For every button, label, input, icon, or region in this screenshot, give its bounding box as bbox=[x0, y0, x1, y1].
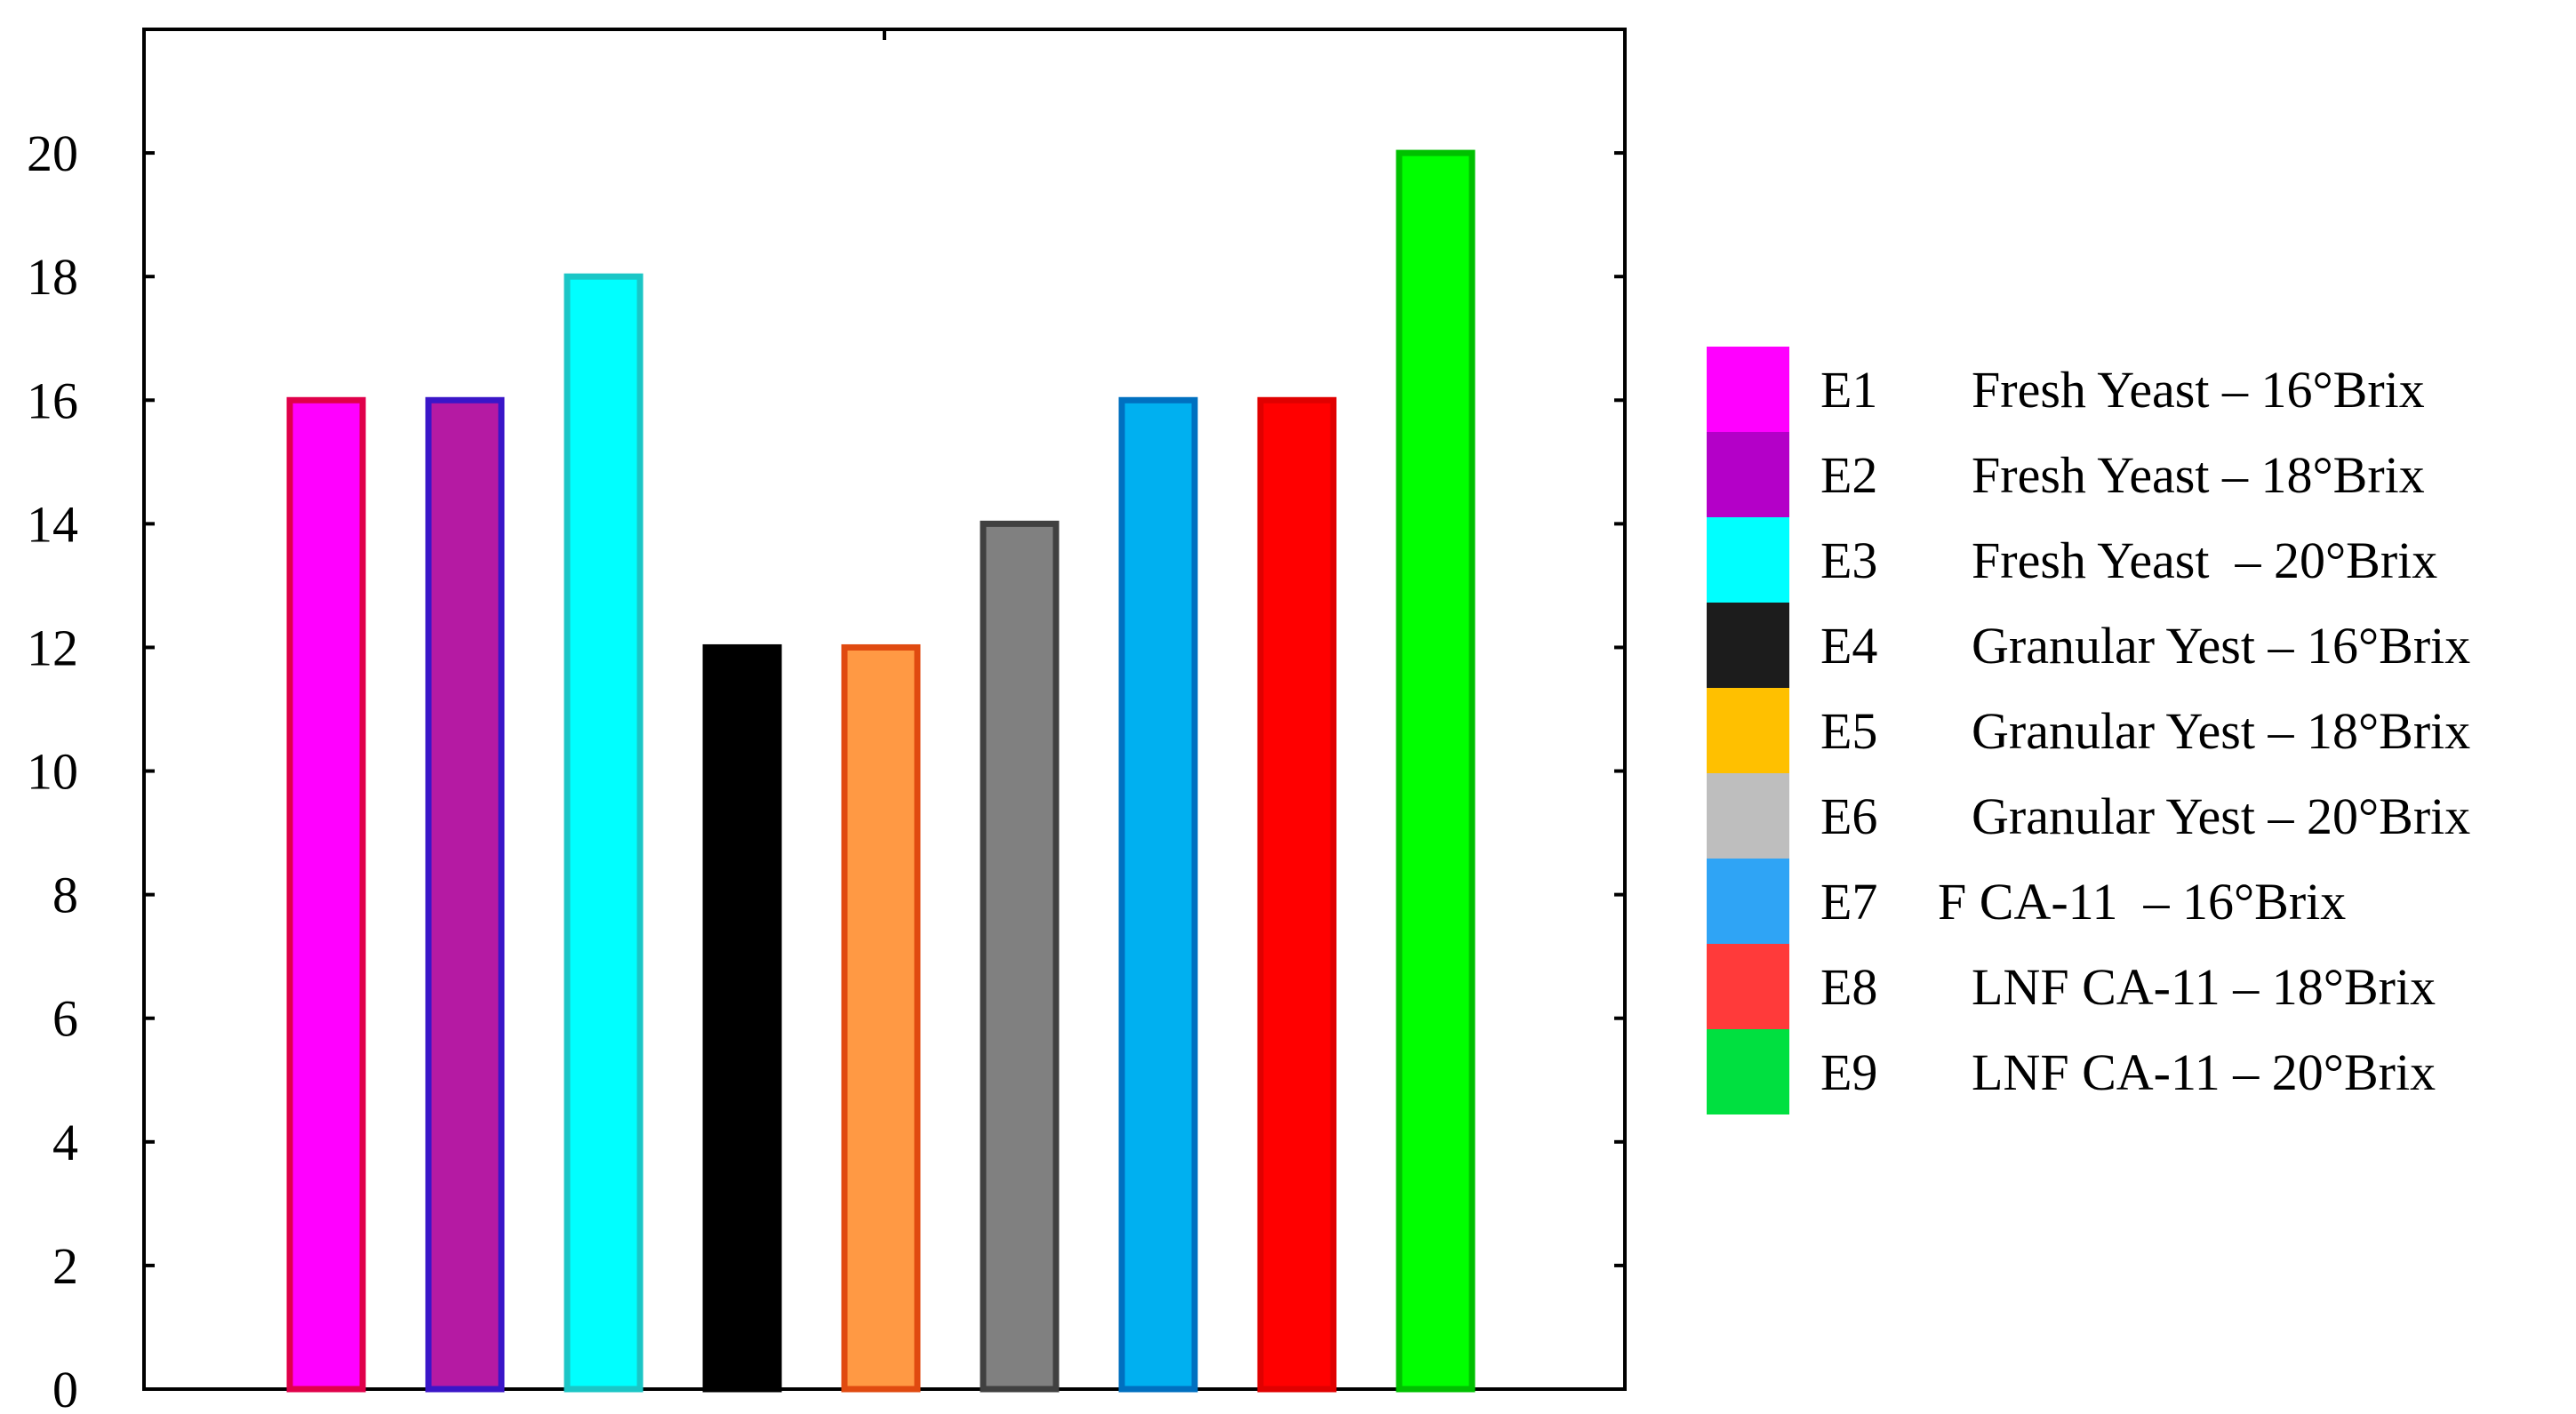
legend-item-e2: E2 Fresh Yeast – 18°Brix bbox=[1707, 432, 2425, 517]
bar-e9 bbox=[1396, 149, 1476, 1393]
y-tick-label: 0 bbox=[52, 1361, 78, 1414]
y-tick-label: 6 bbox=[52, 990, 78, 1048]
y-tick-label: 2 bbox=[52, 1237, 78, 1295]
bar-e3 bbox=[564, 273, 644, 1393]
bar-e6 bbox=[980, 520, 1060, 1393]
legend-label: Fresh Yeast – 20°Brix bbox=[1972, 531, 2437, 589]
legend-item-e1: E1 Fresh Yeast – 16°Brix bbox=[1707, 347, 2425, 432]
legend-swatch bbox=[1707, 347, 1789, 432]
y-tick-label: 8 bbox=[52, 867, 78, 924]
y-axis: 0 2 4 6 8 10 12 14 16 18 20 bbox=[27, 124, 1625, 1414]
legend-swatch bbox=[1707, 517, 1789, 603]
bar-e7 bbox=[1118, 396, 1198, 1393]
legend-label: Granular Yest – 18°Brix bbox=[1972, 702, 2470, 760]
legend-code: E4 bbox=[1820, 617, 1877, 675]
legend-item-e7: E7 F CA-11 – 16°Brix bbox=[1707, 859, 2346, 944]
legend-label: Fresh Yeast – 18°Brix bbox=[1972, 446, 2425, 504]
legend-swatch bbox=[1707, 944, 1789, 1029]
legend-label: Fresh Yeast – 16°Brix bbox=[1972, 361, 2425, 419]
legend: E1 Fresh Yeast – 16°Brix E2 Fresh Yeast – 1… bbox=[1707, 347, 2470, 1114]
legend-swatch bbox=[1707, 1029, 1789, 1114]
legend-swatch bbox=[1707, 773, 1789, 859]
legend-code: E1 bbox=[1820, 361, 1877, 419]
legend-item-e8: E8 LNF CA-11 – 18°Brix bbox=[1707, 944, 2436, 1029]
legend-code: E5 bbox=[1820, 702, 1877, 760]
legend-label: F CA-11 – 16°Brix bbox=[1938, 873, 2346, 931]
y-tick-label: 18 bbox=[27, 248, 78, 306]
legend-swatch bbox=[1707, 432, 1789, 517]
bars bbox=[286, 149, 1476, 1393]
legend-swatch bbox=[1707, 688, 1789, 773]
y-tick-label: 12 bbox=[27, 619, 78, 676]
legend-label: LNF CA-11 – 18°Brix bbox=[1972, 958, 2436, 1016]
y-tick-label: 10 bbox=[27, 743, 78, 801]
bar-e8 bbox=[1257, 396, 1337, 1393]
legend-swatch bbox=[1707, 603, 1789, 688]
y-tick-label: 20 bbox=[27, 124, 78, 182]
legend-code: E2 bbox=[1820, 446, 1877, 504]
bar-e1 bbox=[286, 396, 366, 1393]
legend-label: Granular Yest – 20°Brix bbox=[1972, 787, 2470, 845]
legend-item-e6: E6 Granular Yest – 20°Brix bbox=[1707, 773, 2470, 859]
legend-label: Granular Yest – 16°Brix bbox=[1972, 617, 2470, 675]
legend-item-e5: E5 Granular Yest – 18°Brix bbox=[1707, 688, 2470, 773]
legend-code: E6 bbox=[1820, 787, 1877, 845]
legend-code: E7 bbox=[1820, 873, 1877, 931]
legend-code: E3 bbox=[1820, 531, 1877, 589]
bar-e5 bbox=[841, 643, 921, 1393]
y-tick-label: 4 bbox=[52, 1114, 78, 1171]
legend-label: LNF CA-11 – 20°Brix bbox=[1972, 1043, 2436, 1101]
y-tick-label: 14 bbox=[27, 495, 78, 553]
legend-swatch bbox=[1707, 859, 1789, 944]
y-tick-label: 16 bbox=[27, 371, 78, 429]
legend-code: E8 bbox=[1820, 958, 1877, 1016]
legend-item-e3: E3 Fresh Yeast – 20°Brix bbox=[1707, 517, 2437, 603]
bar-e4 bbox=[702, 643, 782, 1393]
legend-item-e4: E4 Granular Yest – 16°Brix bbox=[1707, 603, 2470, 688]
legend-item-e9: E9 LNF CA-11 – 20°Brix bbox=[1707, 1029, 2436, 1114]
bar-e2 bbox=[425, 396, 505, 1393]
legend-code: E9 bbox=[1820, 1043, 1877, 1101]
